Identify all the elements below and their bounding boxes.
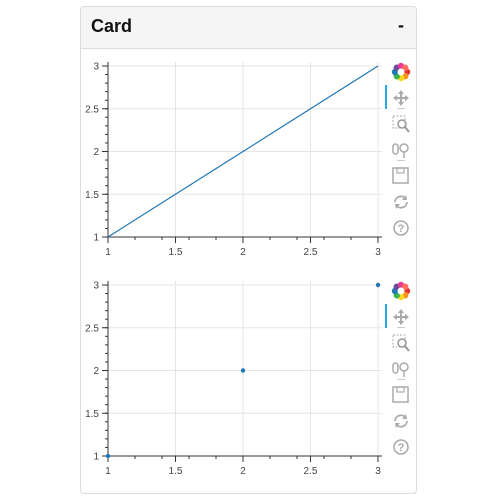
y-tick-label: 1 (93, 233, 99, 244)
x-tick-label: 1.5 (169, 247, 183, 258)
pan-icon (393, 90, 409, 106)
active-tool-indicator (385, 304, 387, 328)
pan-icon (393, 309, 409, 325)
series-line (107, 65, 379, 238)
save-tool[interactable] (389, 384, 413, 406)
y-tick-label: 2.5 (85, 323, 99, 334)
x-tick-label: 2 (240, 247, 246, 258)
save-tool[interactable] (389, 165, 413, 187)
reset-tool[interactable] (389, 410, 413, 432)
wheel-zoom-tool[interactable] (389, 358, 413, 380)
line-plot[interactable]: 1 1.5 2 2.5 3 1 1.5 2 2.5 3 ? (81, 57, 416, 258)
y-tick-label: 1 (93, 452, 99, 463)
scatter-plot[interactable]: 1 1.5 2 2.5 3 1 1.5 2 2.5 3 ? (81, 276, 416, 477)
toolbar-divider (397, 160, 405, 161)
card-title: Card (91, 16, 133, 36)
svg-text:?: ? (398, 223, 405, 235)
help-icon: ? (393, 220, 409, 236)
pan-tool[interactable] (389, 306, 413, 328)
y-tick-label: 2 (93, 147, 99, 158)
wheel-zoom-icon (392, 143, 409, 158)
y-tick-label: 3 (93, 281, 99, 292)
wheel-zoom-icon (392, 362, 409, 377)
line-chart[interactable]: 1 1.5 2 2.5 3 1 1.5 2 2.5 3 (81, 57, 389, 262)
bokeh-logo-icon (391, 281, 411, 301)
help-icon: ? (393, 439, 409, 455)
box-zoom-tool[interactable] (389, 332, 413, 354)
x-tick-label: 3 (375, 247, 381, 258)
scatter-point (240, 368, 246, 373)
save-icon (392, 167, 409, 184)
x-tick-label: 1 (105, 466, 111, 477)
box-zoom-icon (392, 334, 410, 352)
reset-tool[interactable] (389, 191, 413, 213)
box-zoom-tool[interactable] (389, 113, 413, 135)
reset-icon (394, 414, 408, 428)
bokeh-logo-icon (391, 62, 411, 82)
collapse-button[interactable]: - (398, 15, 404, 35)
x-tick-label: 3 (375, 466, 381, 477)
help-tool[interactable]: ? (389, 436, 413, 458)
reset-icon (394, 195, 408, 209)
help-tool[interactable]: ? (389, 217, 413, 239)
toolbar-divider (397, 327, 405, 328)
y-tick-label: 2.5 (85, 104, 99, 115)
x-tick-label: 2 (240, 466, 246, 477)
x-tick-label: 2.5 (304, 247, 318, 258)
bokeh-logo-tool (389, 280, 413, 302)
x-tick-label: 1 (105, 247, 111, 258)
pan-tool[interactable] (389, 87, 413, 109)
toolbar-divider (397, 108, 405, 109)
active-tool-indicator (385, 85, 387, 109)
y-tick-label: 3 (93, 62, 99, 73)
y-tick-label: 1.5 (85, 409, 99, 420)
bokeh-logo-tool (389, 61, 413, 83)
save-icon (392, 386, 409, 403)
card: Card - 1 1.5 2 2.5 3 1 1.5 2 2.5 3 ? 1 1.5 2 2.5 3 1 1.… (80, 6, 417, 494)
scatter-chart[interactable]: 1 1.5 2 2.5 3 1 1.5 2 2.5 3 (81, 276, 389, 481)
x-tick-label: 1.5 (169, 466, 183, 477)
y-tick-label: 1.5 (85, 190, 99, 201)
card-header: Card - (81, 7, 416, 49)
y-tick-label: 2 (93, 366, 99, 377)
svg-text:?: ? (398, 442, 405, 454)
x-tick-label: 2.5 (304, 466, 318, 477)
scatter-point (375, 282, 381, 288)
toolbar-divider (397, 379, 405, 380)
wheel-zoom-tool[interactable] (389, 139, 413, 161)
box-zoom-icon (392, 115, 410, 133)
scatter-point (105, 453, 111, 459)
